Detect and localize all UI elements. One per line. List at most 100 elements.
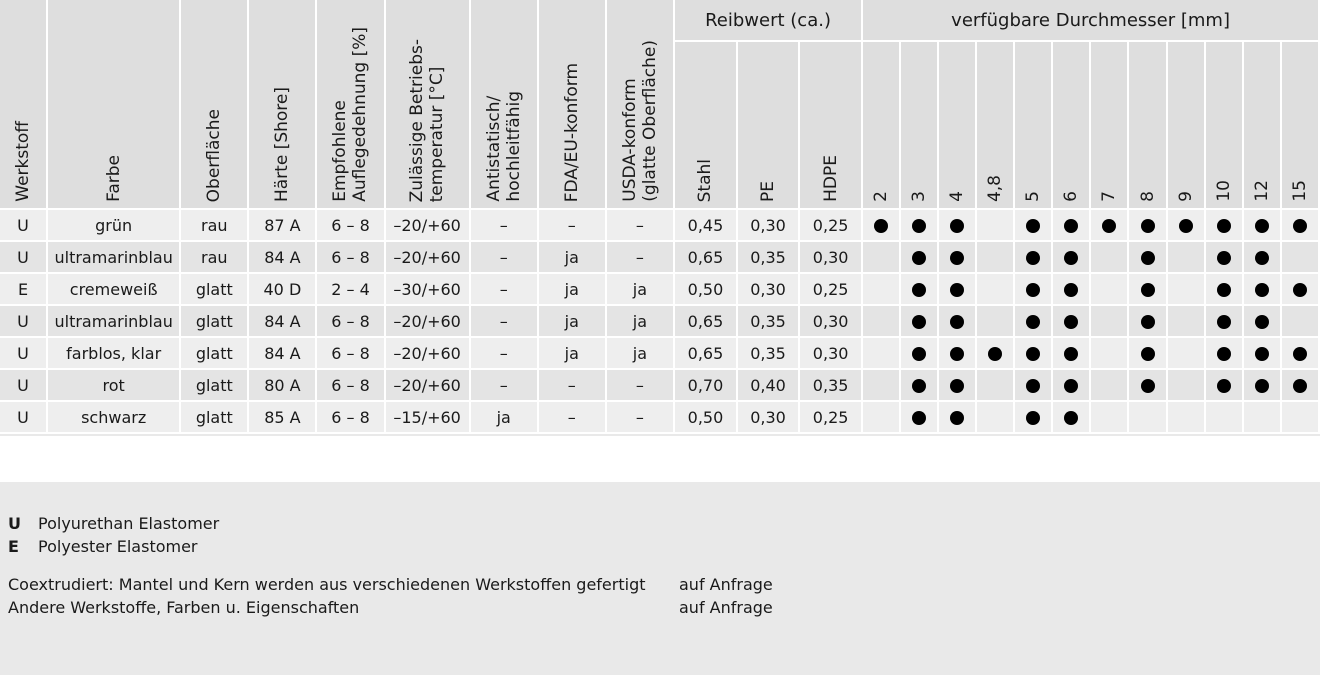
cell-usda: – xyxy=(605,369,675,402)
header-haerte: Härte [Shore] xyxy=(248,0,318,210)
cell-usda: ja xyxy=(605,273,675,306)
header-durchmesser-11: 15 xyxy=(1280,41,1320,210)
cell-dehnung: 6 – 8 xyxy=(316,241,386,274)
cell-durchmesser-0 xyxy=(862,369,902,402)
header-durchmesser-2: 4 xyxy=(938,41,978,210)
column-label: 4,8 xyxy=(985,174,1006,202)
cell-durchmesser-10 xyxy=(1242,273,1282,306)
available-dot-icon xyxy=(1216,379,1231,393)
cell-durchmesser-2 xyxy=(938,337,978,370)
cell-durchmesser-4 xyxy=(1014,241,1054,274)
cell-durchmesser-10 xyxy=(1242,209,1282,242)
cell-durchmesser-6 xyxy=(1090,337,1130,370)
cell-pe: 0,35 xyxy=(737,305,801,338)
cell-durchmesser-4 xyxy=(1014,305,1054,338)
cell-antistatisch: – xyxy=(469,209,539,242)
cell-hdpe: 0,25 xyxy=(799,273,864,306)
column-label: 7 xyxy=(1099,191,1120,202)
cell-durchmesser-6 xyxy=(1090,401,1130,434)
cell-fda: ja xyxy=(537,273,607,306)
cell-werkstoff: U xyxy=(0,305,49,338)
available-dot-icon xyxy=(912,219,927,233)
cell-pe: 0,40 xyxy=(737,369,801,402)
cell-durchmesser-2 xyxy=(938,241,978,274)
available-dot-icon xyxy=(1064,379,1079,393)
header-reibwert-1: PE xyxy=(737,41,801,210)
available-dot-icon xyxy=(912,251,927,265)
available-dot-icon xyxy=(1140,283,1155,297)
cell-farbe: farblos, klar xyxy=(47,337,182,370)
cell-oberflaeche: glatt xyxy=(180,273,250,306)
cell-antistatisch: – xyxy=(469,337,539,370)
cell-stahl: 0,65 xyxy=(673,241,739,274)
header-durchmesser-5: 6 xyxy=(1052,41,1092,210)
cell-durchmesser-1 xyxy=(900,305,940,338)
available-dot-icon xyxy=(1254,379,1269,393)
available-dot-icon xyxy=(1292,219,1307,233)
cell-durchmesser-11 xyxy=(1280,241,1320,274)
available-dot-icon xyxy=(950,411,965,425)
available-dot-icon xyxy=(1064,315,1079,329)
cell-temp: –20/+60 xyxy=(384,305,471,338)
cell-durchmesser-9 xyxy=(1204,369,1244,402)
header-durchmesser-7: 8 xyxy=(1128,41,1168,210)
cell-durchmesser-7 xyxy=(1128,273,1168,306)
note-text: Coextrudiert: Mantel und Kern werden aus… xyxy=(8,575,646,594)
available-dot-icon xyxy=(1292,379,1307,393)
cell-stahl: 0,45 xyxy=(673,209,739,242)
cell-durchmesser-3 xyxy=(976,273,1016,306)
legend-text: Polyurethan Elastomer xyxy=(38,514,220,533)
header-werkstoff: Werkstoff xyxy=(0,0,49,210)
cell-fda: – xyxy=(537,209,607,242)
cell-durchmesser-7 xyxy=(1128,369,1168,402)
column-label: 4 xyxy=(947,191,968,202)
cell-durchmesser-6 xyxy=(1090,369,1130,402)
cell-durchmesser-3 xyxy=(976,369,1016,402)
cell-temp: –15/+60 xyxy=(384,401,471,434)
cell-fda: ja xyxy=(537,337,607,370)
cell-farbe: ultramarinblau xyxy=(47,305,182,338)
cell-haerte: 84 A xyxy=(248,305,318,338)
header-farbe: Farbe xyxy=(47,0,182,210)
cell-durchmesser-0 xyxy=(862,209,902,242)
cell-farbe: grün xyxy=(47,209,182,242)
cell-farbe: ultramarinblau xyxy=(47,241,182,274)
note-value: auf Anfrage xyxy=(679,598,773,617)
available-dot-icon xyxy=(1254,283,1269,297)
cell-durchmesser-0 xyxy=(862,273,902,306)
cell-durchmesser-5 xyxy=(1052,337,1092,370)
cell-werkstoff: U xyxy=(0,337,49,370)
cell-farbe: rot xyxy=(47,369,182,402)
cell-fda: ja xyxy=(537,241,607,274)
available-dot-icon xyxy=(1026,411,1041,425)
cell-durchmesser-10 xyxy=(1242,337,1282,370)
header-durchmesser-4: 5 xyxy=(1014,41,1054,210)
cell-werkstoff: U xyxy=(0,241,49,274)
legend-item-u: U Polyurethan Elastomer xyxy=(8,514,219,533)
cell-durchmesser-0 xyxy=(862,241,902,274)
cell-usda: – xyxy=(605,209,675,242)
note-text: Andere Werkstoffe, Farben u. Eigenschaft… xyxy=(8,598,360,617)
cell-temp: –20/+60 xyxy=(384,337,471,370)
column-label: HDPE xyxy=(820,155,841,202)
available-dot-icon xyxy=(950,379,965,393)
cell-farbe: schwarz xyxy=(47,401,182,434)
cell-durchmesser-4 xyxy=(1014,369,1054,402)
cell-durchmesser-7 xyxy=(1128,209,1168,242)
available-dot-icon xyxy=(1026,379,1041,393)
cell-werkstoff: U xyxy=(0,369,49,402)
cell-stahl: 0,50 xyxy=(673,401,739,434)
cell-durchmesser-7 xyxy=(1128,401,1168,434)
header-durchmesser-6: 7 xyxy=(1090,41,1130,210)
cell-oberflaeche: glatt xyxy=(180,401,250,434)
cell-haerte: 87 A xyxy=(248,209,318,242)
cell-antistatisch: – xyxy=(469,369,539,402)
header-durchmesser-9: 10 xyxy=(1204,41,1244,210)
cell-durchmesser-5 xyxy=(1052,209,1092,242)
available-dot-icon xyxy=(1064,251,1079,265)
cell-durchmesser-0 xyxy=(862,337,902,370)
cell-antistatisch: – xyxy=(469,241,539,274)
available-dot-icon xyxy=(912,347,927,361)
header-reibwert-2: HDPE xyxy=(799,41,864,210)
